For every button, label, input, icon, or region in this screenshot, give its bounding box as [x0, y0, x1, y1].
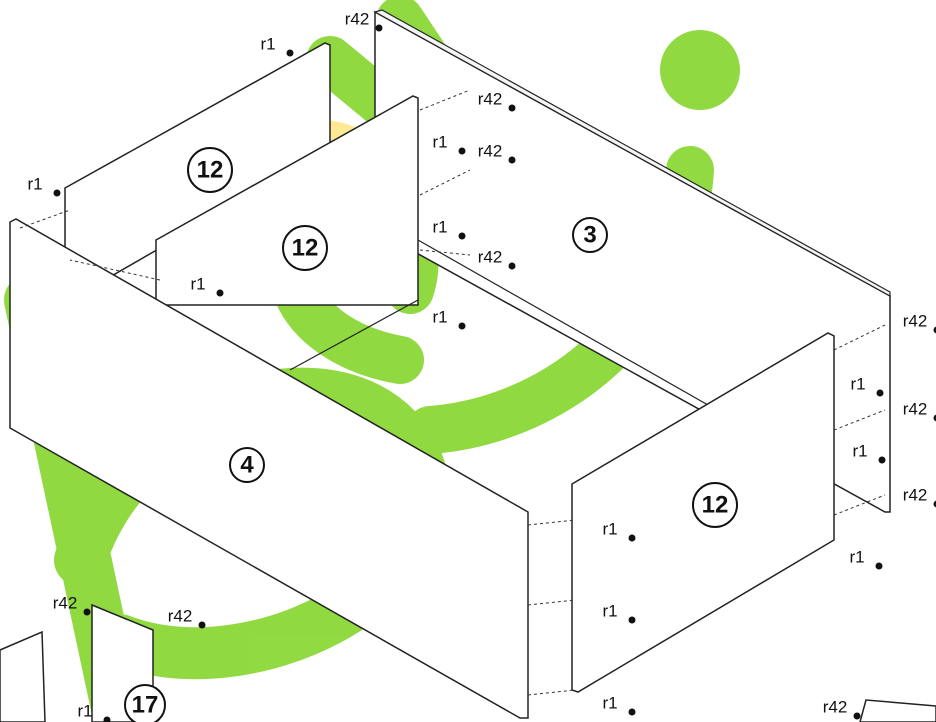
assembly-diagram: 12 12 3 4 12 17 r42 r1 r42 r1 r42 r1 r1 r42 r1 r1 r42 r1 r…: [0, 0, 936, 722]
connector-label: r42: [478, 141, 503, 160]
connector-label: r1: [77, 701, 92, 720]
connector-label: r1: [260, 34, 275, 53]
fastener: [629, 617, 636, 624]
part-number: 4: [240, 451, 254, 478]
panels: [0, 10, 936, 722]
fastener: [879, 457, 886, 464]
fastener: [876, 563, 883, 570]
connector-label: r1: [602, 693, 617, 712]
connector-label: r1: [27, 174, 42, 193]
fastener: [459, 323, 466, 330]
connector-label: r42: [903, 485, 928, 504]
part-number: 12: [702, 491, 729, 518]
small-panel: [860, 700, 936, 722]
fastener: [217, 290, 224, 297]
connector-label: r1: [432, 307, 447, 326]
connector-label: r42: [903, 399, 928, 418]
connector-label: r1: [190, 274, 205, 293]
connector-label: r1: [432, 132, 447, 151]
connector-label: r1: [849, 547, 864, 566]
fastener: [877, 390, 884, 397]
connector-label: r42: [903, 311, 928, 330]
connector-label: r1: [850, 374, 865, 393]
part-number: 12: [197, 156, 224, 183]
fastener: [629, 535, 636, 542]
connector-label: r42: [823, 697, 848, 716]
connector-label: r42: [345, 9, 370, 28]
connector-label: r42: [478, 89, 503, 108]
watermark-dot: [660, 30, 740, 110]
fastener: [199, 622, 206, 629]
part-number: 17: [132, 691, 159, 718]
fastener: [459, 148, 466, 155]
fastener: [629, 709, 636, 716]
fastener: [287, 50, 294, 57]
connector-label: r42: [168, 606, 193, 625]
fastener: [509, 157, 516, 164]
connector-label: r1: [852, 441, 867, 460]
part-number: 12: [292, 234, 319, 261]
fastener: [854, 713, 861, 720]
fastener: [376, 25, 383, 32]
connector-label: r1: [602, 519, 617, 538]
fastener: [459, 233, 466, 240]
small-panel: [0, 632, 45, 722]
part-number: 3: [583, 221, 596, 248]
connector-label: r42: [478, 247, 503, 266]
fastener: [509, 263, 516, 270]
connector-label: r42: [53, 593, 78, 612]
connector-label: r1: [432, 217, 447, 236]
fastener: [54, 190, 61, 197]
fastener: [84, 609, 91, 616]
fastener: [509, 105, 516, 112]
connector-label: r1: [602, 601, 617, 620]
